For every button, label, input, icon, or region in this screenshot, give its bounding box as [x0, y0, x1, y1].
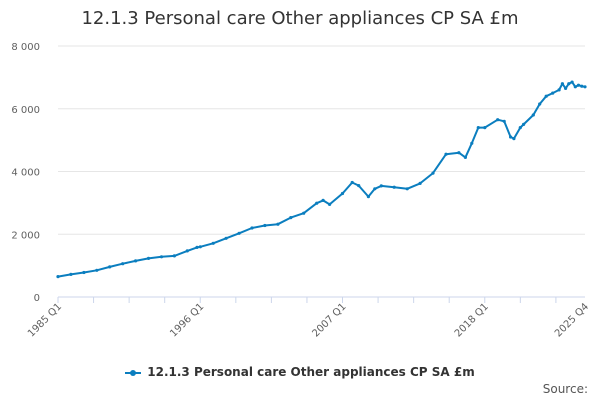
- data-point: [237, 231, 241, 235]
- data-point: [315, 201, 319, 205]
- x-tick-label: 1996 Q1: [168, 301, 206, 339]
- data-point: [457, 151, 461, 155]
- data-point: [544, 94, 548, 98]
- data-point: [302, 211, 306, 215]
- chart-title: 12.1.3 Personal care Other appliances CP…: [81, 8, 519, 29]
- data-point: [95, 268, 99, 272]
- data-point: [512, 137, 516, 141]
- data-point: [185, 249, 189, 253]
- data-point: [418, 181, 422, 185]
- x-tick-label: 2007 Q1: [311, 301, 349, 339]
- data-point: [444, 152, 448, 156]
- legend[interactable]: 12.1.3 Personal care Other appliances CP…: [0, 365, 600, 379]
- legend-series-label: 12.1.3 Personal care Other appliances CP…: [147, 365, 475, 379]
- y-tick-label: 0: [34, 293, 40, 304]
- data-point: [483, 126, 487, 130]
- data-point: [146, 256, 151, 260]
- data-point: [509, 135, 513, 139]
- data-point: [357, 184, 361, 188]
- x-tick-label: 1985 Q1: [26, 301, 64, 339]
- y-tick-label: 6 000: [11, 105, 40, 116]
- data-point: [195, 245, 199, 249]
- x-tick-label: 2025 Q4: [553, 301, 591, 339]
- data-point: [463, 155, 467, 159]
- data-point: [340, 191, 345, 196]
- data-point: [392, 185, 396, 189]
- data-point: [69, 272, 73, 276]
- data-point: [583, 85, 587, 89]
- data-point: [82, 270, 86, 275]
- data-point: [224, 236, 228, 240]
- data-point: [366, 195, 370, 199]
- y-tick-label: 2 000: [11, 230, 40, 241]
- data-point: [289, 216, 293, 220]
- data-point: [551, 91, 555, 95]
- y-tick-label: 4 000: [11, 168, 40, 179]
- data-point: [476, 126, 480, 130]
- y-tick-label: 8 000: [11, 42, 40, 53]
- data-point: [350, 180, 354, 185]
- data-point: [502, 119, 506, 123]
- data-point: [121, 262, 125, 266]
- x-tick-label: 2018 Q1: [453, 301, 491, 339]
- data-point: [470, 141, 474, 145]
- data-point: [263, 223, 267, 228]
- data-point: [567, 82, 571, 86]
- data-point: [538, 102, 542, 106]
- data-point: [580, 84, 584, 88]
- data-point: [496, 118, 500, 122]
- data-point: [321, 198, 325, 202]
- data-point: [405, 187, 409, 191]
- data-point: [531, 113, 535, 117]
- data-point: [108, 265, 112, 269]
- data-point: [570, 80, 574, 84]
- data-point: [172, 254, 176, 258]
- legend-series-marker: [125, 369, 142, 376]
- data-point: [56, 275, 60, 279]
- data-point: [522, 122, 526, 126]
- data-point: [328, 202, 332, 206]
- data-point: [576, 83, 581, 87]
- series-line: [57, 81, 586, 278]
- data-point: [159, 255, 164, 259]
- data-point: [431, 171, 435, 175]
- data-point: [564, 86, 568, 90]
- data-point: [518, 126, 522, 130]
- data-point: [573, 85, 577, 89]
- data-point: [373, 187, 377, 191]
- data-point: [198, 245, 202, 249]
- data-point: [379, 184, 383, 188]
- data-point: [134, 259, 138, 263]
- data-point: [211, 241, 215, 245]
- credits-source[interactable]: Source:: [542, 382, 588, 396]
- data-point: [276, 222, 280, 226]
- data-point: [560, 82, 565, 86]
- data-point: [250, 226, 254, 230]
- data-point: [557, 88, 561, 92]
